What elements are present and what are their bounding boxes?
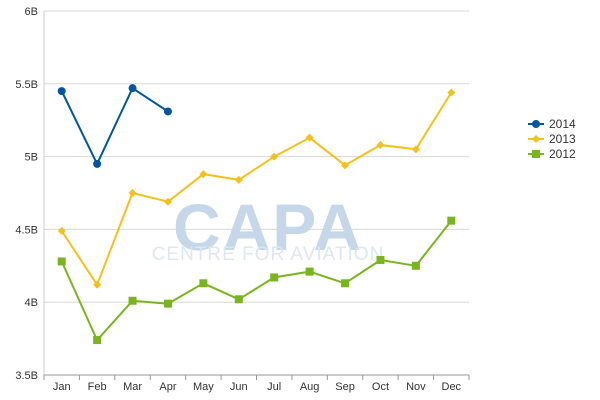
legend-item-2013[interactable]: 2013 (528, 132, 576, 146)
x-tick-label: Jun (230, 381, 248, 393)
legend-label: 2012 (549, 147, 576, 161)
data-point-2012[interactable] (305, 267, 314, 276)
legend-marker (532, 120, 540, 128)
legend-marker (532, 135, 540, 143)
series-2014 (57, 84, 172, 168)
x-tick-label: Jul (267, 381, 281, 393)
data-point-2012[interactable] (57, 257, 66, 266)
x-tick-label: Oct (372, 381, 389, 393)
x-tick-label: Feb (88, 381, 107, 393)
data-point-2012[interactable] (93, 336, 102, 345)
x-tick-label: Dec (442, 381, 462, 393)
y-tick-label: 3.5B (15, 370, 38, 382)
data-point-2013[interactable] (199, 170, 208, 179)
data-point-2013[interactable] (305, 133, 314, 142)
data-point-2014[interactable] (57, 87, 66, 96)
data-point-2013[interactable] (163, 197, 172, 206)
data-point-2013[interactable] (411, 145, 420, 154)
data-point-2013[interactable] (128, 189, 137, 197)
data-point-2012[interactable] (128, 296, 137, 305)
data-point-2013[interactable] (234, 175, 243, 184)
series-group (57, 84, 456, 345)
x-tick-label: Mar (123, 381, 142, 393)
legend-item-2014[interactable]: 2014 (528, 117, 576, 131)
data-point-2014[interactable] (128, 84, 137, 93)
data-point-2012[interactable] (163, 299, 172, 308)
series-2012 (57, 216, 456, 345)
x-tick-label: Jan (53, 381, 71, 393)
y-tick-label: 4.5B (15, 224, 38, 236)
data-point-2014[interactable] (93, 159, 102, 168)
series-2013 (57, 88, 456, 289)
data-point-2012[interactable] (270, 273, 279, 282)
capa-watermark: CAPA CENTRE FOR AVIATION (152, 190, 385, 265)
data-point-2012[interactable] (411, 261, 420, 270)
data-point-2013[interactable] (57, 226, 66, 235)
legend-label: 2014 (549, 117, 576, 131)
data-point-2013[interactable] (270, 152, 279, 161)
data-point-2012[interactable] (199, 279, 208, 288)
legend-marker (532, 150, 540, 158)
y-tick-label: 4B (25, 297, 38, 309)
data-point-2012[interactable] (447, 216, 456, 225)
data-point-2012[interactable] (376, 255, 385, 264)
y-tick-label: 5.5B (15, 79, 38, 91)
x-tick-label: May (193, 381, 214, 393)
series-line-2013 (60, 91, 453, 286)
x-tick-label: Apr (159, 381, 176, 393)
y-tick-label: 5B (25, 152, 38, 164)
x-tick-label: Aug (300, 381, 320, 393)
watermark-logo: CAPA (173, 190, 363, 264)
legend-item-2012[interactable]: 2012 (528, 147, 576, 161)
data-point-2013[interactable] (341, 161, 350, 170)
watermark-subtitle: CENTRE FOR AVIATION (152, 244, 385, 265)
x-tick-label: Sep (335, 381, 355, 393)
series-line-2014 (60, 87, 169, 165)
legend-label: 2013 (549, 132, 576, 146)
x-tick-label: Nov (406, 381, 426, 393)
axes: 3.5B 4B 4.5B 5B 5.5B 6B Jan Feb Mar Apr May Jun Jul A… (15, 6, 470, 393)
data-point-2013[interactable] (93, 280, 102, 289)
data-point-2013[interactable] (447, 88, 456, 97)
data-point-2013[interactable] (376, 140, 385, 149)
series-line-2012 (60, 220, 453, 342)
y-tick-label: 6B (25, 6, 38, 18)
data-point-2012[interactable] (234, 295, 243, 304)
data-point-2014[interactable] (163, 107, 172, 116)
data-point-2012[interactable] (341, 279, 350, 288)
